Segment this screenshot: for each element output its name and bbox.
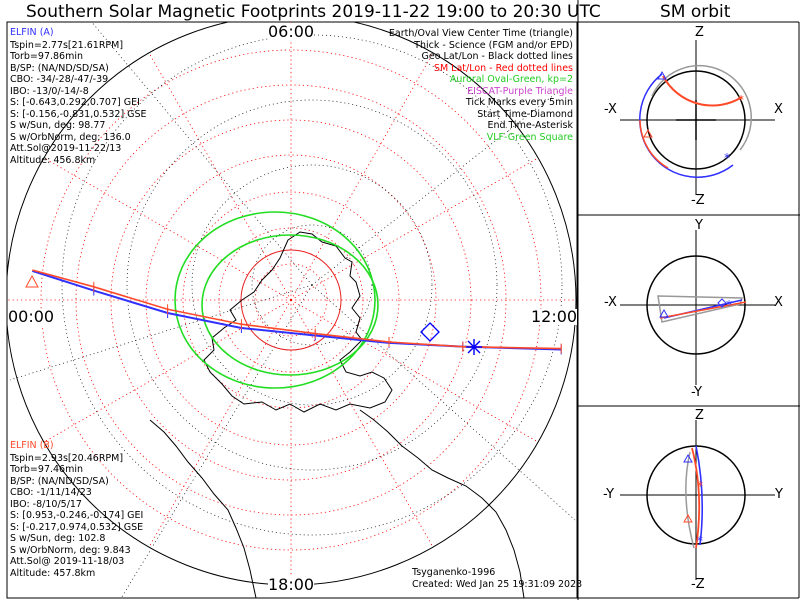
track-elfin-b: [32, 269, 562, 350]
elfin-a-info-line: S: [-0.643,0.292,0.707] GEI: [10, 97, 140, 108]
elfin-b-info-line: S w/Sun, deg: 102.8: [10, 533, 106, 544]
elfin-a-info-line: S w/OrbNorm, deg: 136.0: [10, 131, 131, 143]
elfin-a-info-line: IBO: -13/0/-14/-8: [10, 85, 89, 97]
sm-pole-circle: [240, 249, 342, 351]
elfin-b-info: ELFIN (B) Tspin=2.93s[20.46RPM] Torb=97.4…: [10, 441, 143, 579]
elfin-b-name: ELFIN (B): [10, 440, 54, 451]
legend-item: VLF-Green Square: [486, 131, 573, 143]
elfin-b-info-line: S: [0.953,-0.246,-0.174] GEI: [10, 510, 144, 521]
orbit-grey: [657, 295, 744, 323]
elfin-a-info-line: Torb=97.86min: [10, 51, 84, 62]
earth-circle: [646, 70, 746, 170]
auroral-oval-inner: [201, 234, 379, 376]
elfin-b-info-line: S: [-0.217,0.974,0.532] GSE: [10, 521, 144, 533]
orbit-panel-xy: *: [620, 230, 775, 385]
legend-item: End Time-Asterisk: [487, 120, 573, 131]
elfin-b-info-line: S w/OrbNorm, deg: 9.843: [10, 544, 131, 556]
panel1-right: X: [774, 102, 783, 117]
antarctica-coastline: [203, 231, 393, 413]
triangle-b: [643, 128, 653, 138]
orbit-b: [662, 75, 743, 107]
elfin-b-info-line: Att.Sol@ 2019-11-18/03: [10, 556, 125, 567]
model-label: Tsyganenko-1996: [412, 567, 496, 578]
legend-item: Geo Lat/Lon - Black dotted lines: [421, 51, 573, 62]
legend-item: Auroral Oval-Green, kp=2: [449, 74, 573, 85]
orbit-a: [639, 73, 734, 178]
elfin-b-info-line: CBO: -1/11/14/23: [10, 487, 92, 498]
panel2-bottom: -Y: [691, 385, 703, 400]
earth-circle: [646, 255, 746, 355]
start-diamond: [420, 322, 440, 342]
elfin-b-info-line: Altitude: 457.8km: [10, 567, 96, 579]
coastline-fragment: [149, 419, 257, 598]
auroral-oval-outer: [174, 211, 376, 389]
triangle-b: [683, 513, 693, 523]
mlt-label-right: 12:00: [531, 307, 578, 326]
panel3-top: Z: [695, 408, 704, 423]
elfin-b-info-line: Torb=97.46min: [10, 464, 84, 475]
view-center-triangle: [25, 274, 39, 288]
triangle-a: [657, 70, 667, 80]
panel3-left: -Y: [603, 487, 615, 502]
elfin-b-info-line: Tspin=2.93s[20.46RPM]: [10, 452, 124, 464]
legend: Earth/Oval View Center Time (triangle) Th…: [323, 28, 573, 143]
legend-item: SM Lat/Lon - Red dotted lines: [433, 62, 573, 74]
asterisk-b: *: [738, 93, 744, 107]
south-america-coastline: [359, 409, 525, 598]
legend-item: Start Time-Diamond: [477, 108, 573, 120]
orbit-a: [695, 445, 704, 546]
elfin-a-info-line: B/SP: (NA/ND/SD/SA): [10, 62, 109, 74]
mlt-label-top: 06:00: [268, 22, 315, 41]
orbit-panel-yz: * *: [620, 420, 775, 580]
elfin-a-info-line: Att.Sol@2019-11-22/13: [10, 143, 122, 154]
elfin-a-info-line: Tspin=2.77s[21.61RPM]: [10, 39, 124, 51]
panel2-left: -X: [604, 295, 617, 310]
end-asterisk: [466, 339, 482, 355]
orbit-b-lower: [639, 119, 669, 169]
legend-item: Earth/Oval View Center Time (triangle): [388, 28, 573, 39]
legend-item: Thick - Science (FGM and/or EPD): [414, 39, 573, 51]
elfin-a-info-line: Altitude: 456.8km: [10, 154, 96, 166]
panel3-bottom: -Z: [691, 577, 705, 592]
panel2-right: X: [774, 295, 783, 310]
asterisk-a: *: [726, 298, 732, 312]
legend-item: Tick Marks every 5min: [465, 97, 573, 108]
geo-latlon-grid: [9, 22, 576, 598]
panel1-bottom: -Z: [691, 193, 705, 208]
triangle-a: [659, 308, 669, 318]
created-label: Created: Wed Jan 25 19:31:09 2023: [412, 579, 583, 590]
diamond-a: [717, 298, 727, 308]
orbit-b: [659, 301, 747, 319]
elfin-a-info-line: S: [-0.156,-0.831,0.532] GSE: [10, 108, 147, 120]
orbit-panel-xz: * *: [620, 40, 775, 195]
elfin-a-info-line: CBO: -34/-28/-47/-39: [10, 74, 109, 85]
asterisk-b: *: [697, 479, 703, 493]
elfin-b-info-line: IBO: -8/10/5/17: [10, 498, 82, 510]
panel2-top: Y: [695, 218, 703, 233]
panel3-right: Y: [775, 487, 783, 502]
elfin-a-info: ELFIN (A) Tspin=2.77s[21.61RPM] Torb=97.8…: [10, 28, 147, 166]
elfin-a-name: ELFIN (A): [10, 27, 54, 38]
panel1-left: -X: [604, 102, 617, 117]
orbit-grey: [685, 451, 695, 549]
elfin-a-info-line: S w/Sun, deg: 98.77: [10, 120, 106, 131]
chart-title: Southern Solar Magnetic Footprints 2019-…: [26, 2, 601, 22]
legend-item: EISCAT-Purple Triangle: [467, 85, 573, 97]
elfin-b-info-line: B/SP: (NA/ND/SD/SA): [10, 475, 109, 487]
panel1-top: Z: [695, 25, 704, 40]
asterisk-a: *: [724, 151, 730, 165]
mlt-label-left: 00:00: [8, 307, 55, 326]
asterisk-a: *: [697, 534, 703, 548]
orbit-panel-title: SM orbit: [660, 2, 731, 22]
orbit-grey: [651, 64, 753, 151]
triangle-a: [683, 453, 693, 463]
mlt-label-bottom: 18:00: [268, 575, 315, 594]
orbit-b: [691, 447, 701, 549]
